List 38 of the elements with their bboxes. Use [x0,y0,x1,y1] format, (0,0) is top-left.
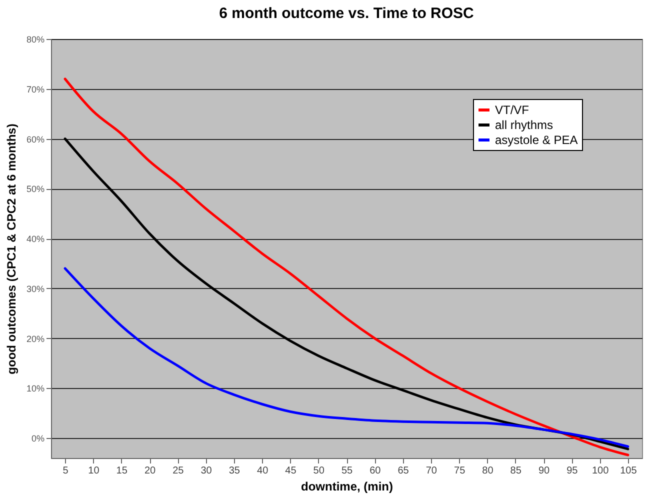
x-tick-label: 85 [510,466,522,476]
chart-title: 6 month outcome vs. Time to ROSC [219,5,474,22]
x-tick-label: 100 [592,466,610,476]
y-tick-label: 10% [26,384,44,394]
line-series [64,78,630,456]
line-series [64,267,630,448]
y-tick-label: 50% [26,184,44,194]
x-tick-label: 65 [398,466,410,476]
y-tick-label: 70% [26,84,44,94]
legend-label: VT/VF [495,103,530,117]
x-tick-label: 75 [454,466,466,476]
x-tick-label: 105 [620,466,638,476]
x-tick-label: 50 [313,466,325,476]
y-tick-label: 80% [26,34,44,44]
legend-label: all rhythms [495,118,554,132]
y-tick-label: 30% [26,284,44,294]
x-tick-label: 60 [370,466,382,476]
y-tick-label: 0% [31,434,44,444]
x-tick-label: 55 [341,466,353,476]
x-tick-label: 10 [88,466,100,476]
x-tick-label: 35 [228,466,240,476]
y-tick-label: 60% [26,134,44,144]
x-tick-label: 40 [257,466,269,476]
x-axis-title: downtime, (min) [301,480,393,494]
x-tick-label: 25 [172,466,184,476]
x-tick-label: 70 [426,466,438,476]
x-tick-label: 95 [566,466,578,476]
y-axis-title: good outcomes (CPC1 & CPC2 at 6 months) [4,124,18,374]
x-tick-label: 5 [62,466,69,476]
x-tick-label: 80 [482,466,494,476]
y-tick-label: 20% [26,334,44,344]
x-tick-label: 15 [116,466,128,476]
x-tick-label: 45 [285,466,297,476]
y-tick-label: 40% [26,234,44,244]
x-tick-label: 20 [144,466,156,476]
x-tick-label: 30 [200,466,212,476]
legend-label: asystole & PEA [495,133,578,147]
x-tick-label: 90 [538,466,550,476]
